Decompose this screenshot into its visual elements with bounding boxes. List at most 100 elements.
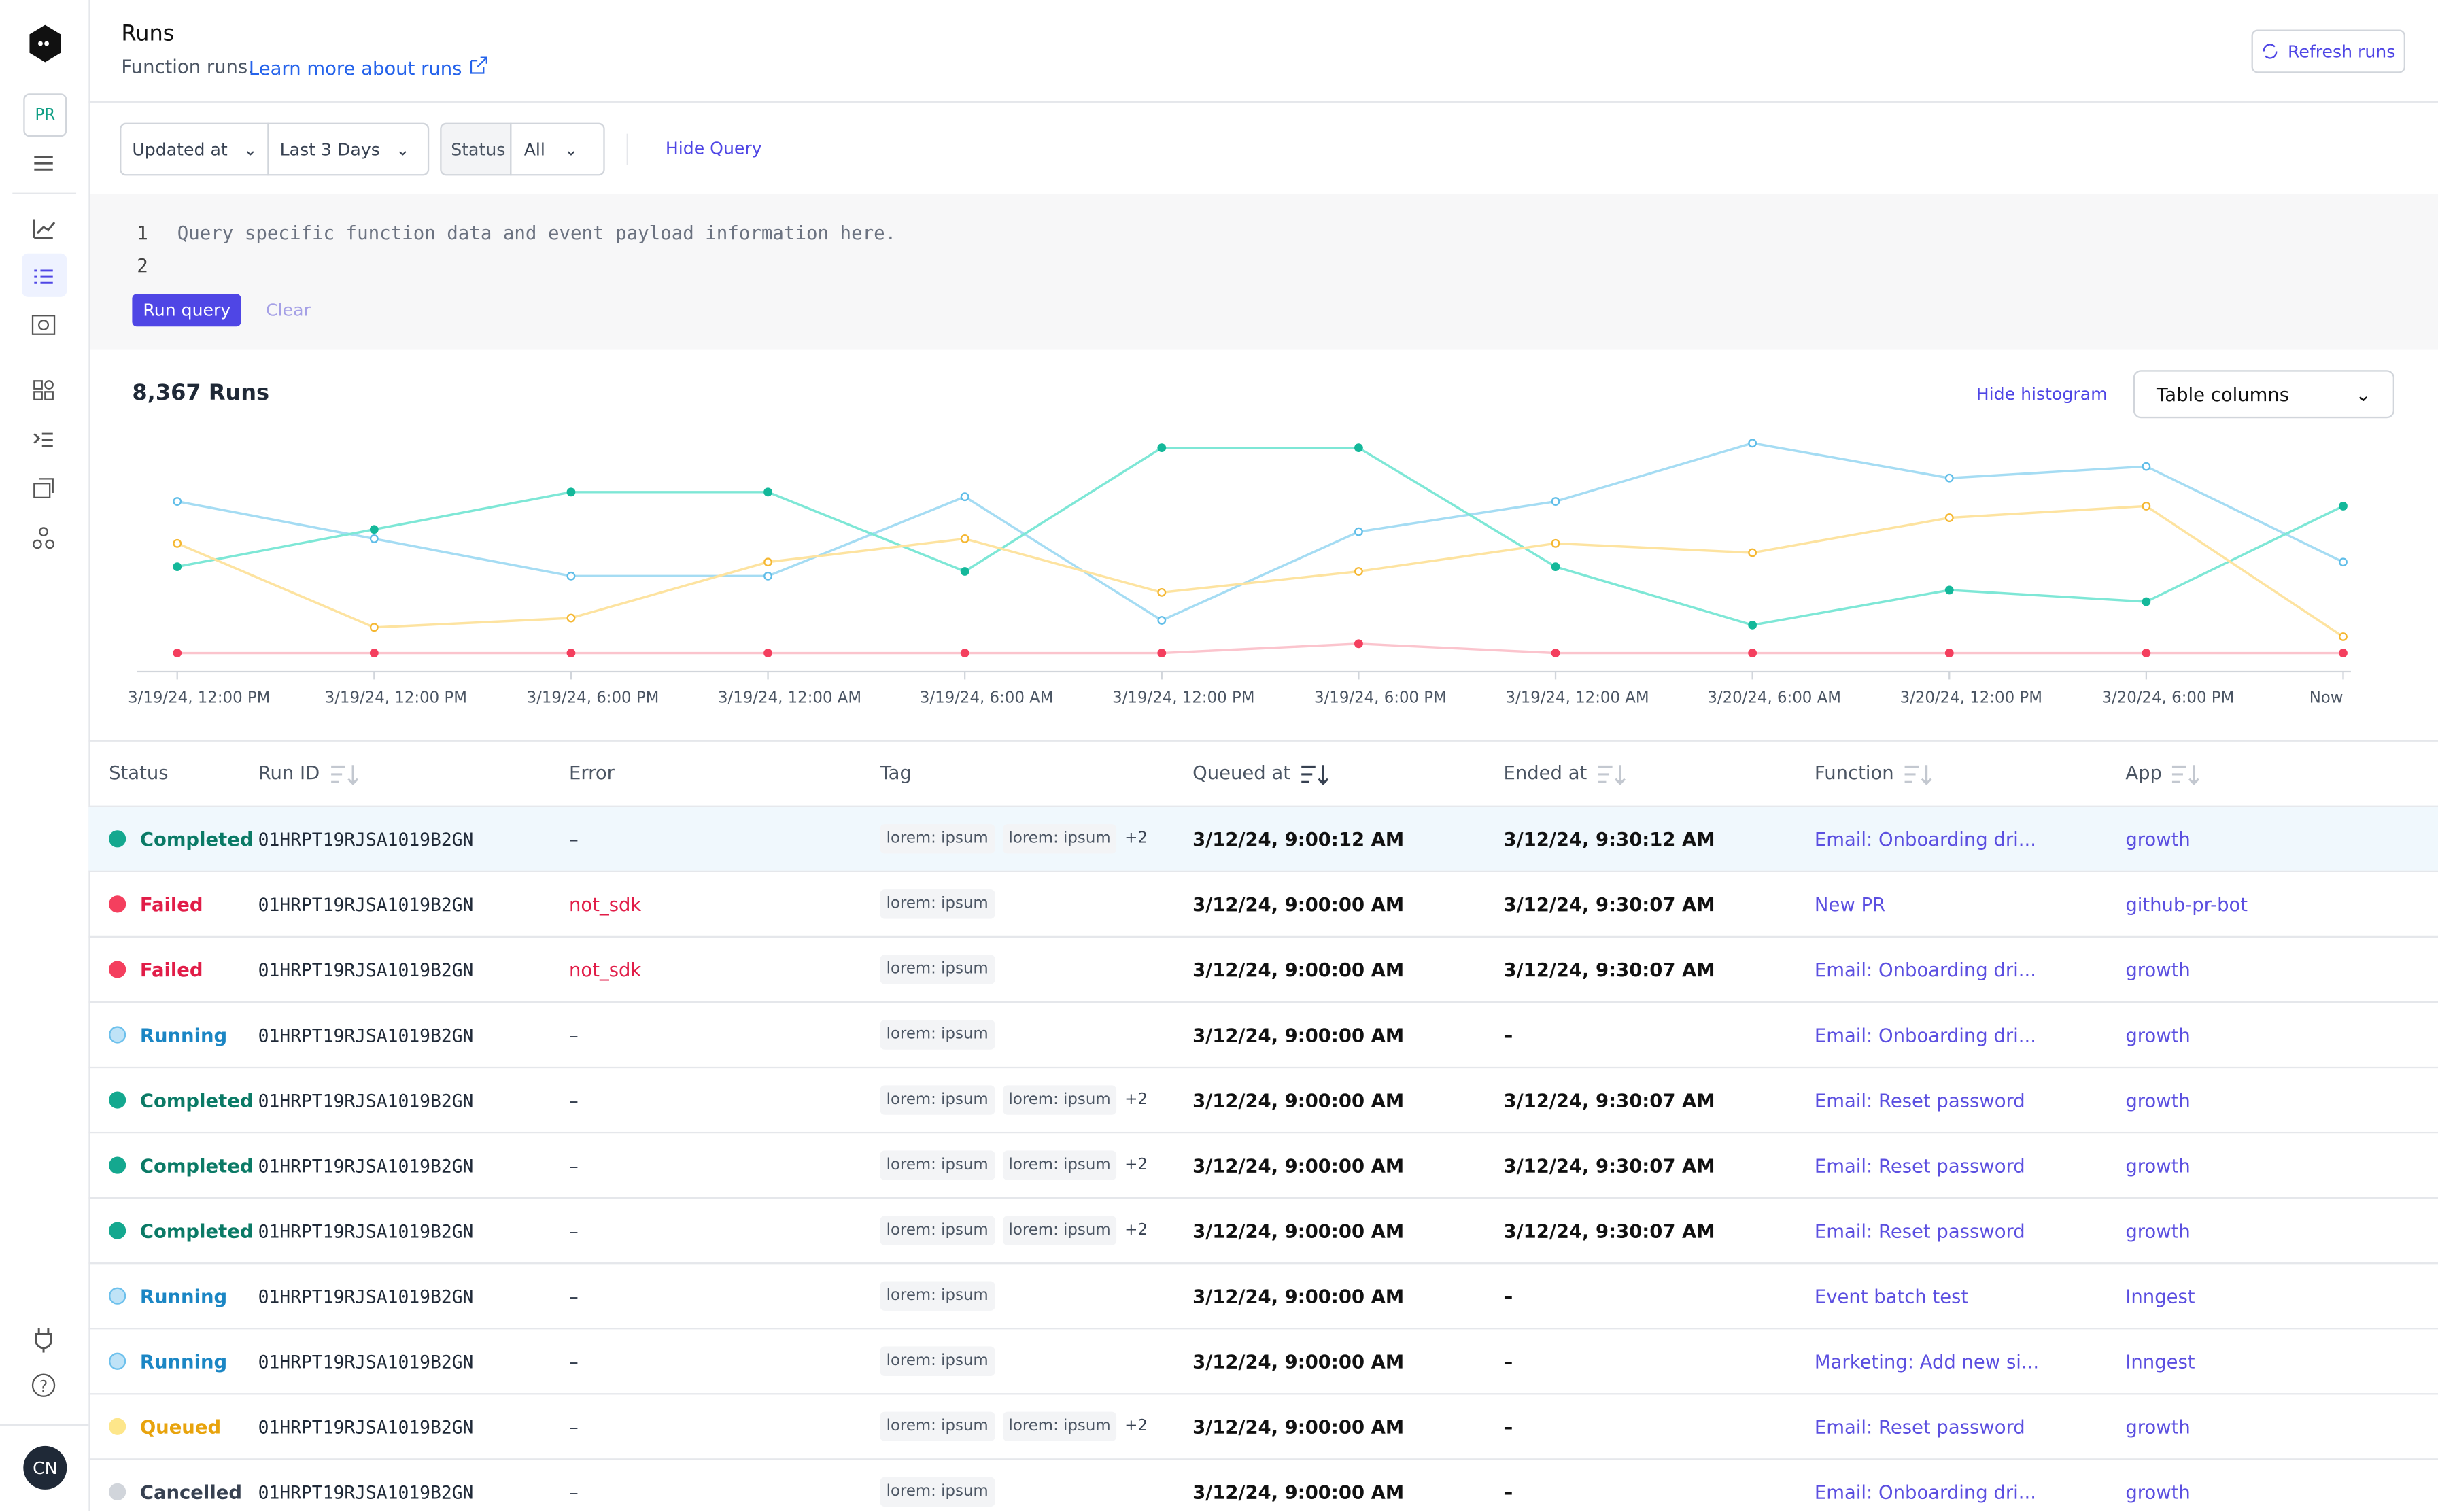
table-row[interactable]: Running01HRPT19RJSA1019B2GN–lorem: ipsum… (88, 1001, 2438, 1067)
status: Completed (109, 1068, 253, 1132)
app-link[interactable]: growth (2125, 1133, 2191, 1197)
status-dot (109, 830, 126, 847)
table-row[interactable]: Completed01HRPT19RJSA1019B2GN–lorem: ips… (88, 1132, 2438, 1197)
status-dot (109, 1418, 126, 1435)
x-tick-label: 3/19/24, 6:00 PM (1314, 689, 1447, 707)
status-text: Queued (140, 1415, 221, 1437)
data-point (1749, 621, 1756, 629)
ended-at: 3/12/24, 9:30:07 AM (1504, 1068, 1715, 1132)
function-link[interactable]: Email: Onboarding dri... (1815, 807, 2036, 871)
table-row[interactable]: Running01HRPT19RJSA1019B2GN–lorem: ipsum… (88, 1262, 2438, 1328)
app-link[interactable]: growth (2125, 1460, 2191, 1511)
function-link[interactable]: Email: Onboarding dri... (1815, 1003, 2036, 1067)
sort-icon[interactable] (2171, 763, 2203, 785)
app-link[interactable]: github-pr-bot (2125, 872, 2248, 936)
data-point (961, 568, 969, 575)
app-link[interactable]: growth (2125, 1199, 2191, 1262)
data-point (1552, 540, 1560, 547)
queued-at: 3/12/24, 9:00:00 AM (1192, 1264, 1404, 1328)
status-dot (109, 961, 126, 978)
status-dot (109, 1157, 126, 1174)
table-row[interactable]: Failed01HRPT19RJSA1019B2GNnot_sdklorem: … (88, 936, 2438, 1001)
function-link[interactable]: Email: Reset password (1815, 1068, 2025, 1132)
data-point (371, 624, 378, 632)
data-point (2339, 558, 2347, 566)
function-link[interactable]: Email: Reset password (1815, 1133, 2025, 1197)
data-point (1749, 649, 1756, 657)
tags: lorem: ipsum (880, 1003, 1002, 1067)
function-link[interactable]: Email: Onboarding dri... (1815, 938, 2036, 1001)
function-link[interactable]: Email: Reset password (1815, 1394, 2025, 1458)
data-point (1946, 475, 1953, 482)
status-text: Failed (140, 893, 203, 915)
tag: lorem: ipsum (1002, 1412, 1116, 1441)
tag-more: +2 (1124, 1091, 1148, 1108)
error: not_sdk (569, 872, 641, 936)
data-point (1355, 568, 1362, 575)
x-tick-label: 3/20/24, 12:00 PM (1900, 689, 2042, 707)
ended-at: – (1504, 1003, 1513, 1067)
error: – (569, 1329, 579, 1393)
function-link[interactable]: New PR (1815, 872, 1885, 936)
column-header: Run ID (258, 762, 360, 785)
data-point (1158, 444, 1166, 451)
table-row[interactable]: Cancelled01HRPT19RJSA1019B2GN–lorem: ips… (88, 1458, 2438, 1511)
app-link[interactable]: growth (2125, 1394, 2191, 1458)
data-point (1552, 649, 1560, 657)
error: – (569, 1264, 579, 1328)
data-point (371, 535, 378, 543)
column-header: App (2125, 762, 2202, 785)
data-point (764, 572, 772, 580)
tag: lorem: ipsum (880, 1281, 994, 1310)
status-text: Running (140, 1350, 227, 1372)
table-row[interactable]: Completed01HRPT19RJSA1019B2GN–lorem: ips… (88, 1197, 2438, 1262)
tag: lorem: ipsum (880, 955, 994, 984)
column-header: Ended at (1504, 762, 1628, 785)
data-point (764, 558, 772, 566)
queued-at: 3/12/24, 9:00:00 AM (1192, 938, 1404, 1001)
function-link[interactable]: Email: Onboarding dri... (1815, 1460, 2036, 1511)
tags: lorem: ipsum (880, 872, 1002, 936)
function-link[interactable]: Event batch test (1815, 1264, 1968, 1328)
table-row[interactable]: Queued01HRPT19RJSA1019B2GN–lorem: ipsuml… (88, 1393, 2438, 1458)
data-point (2143, 502, 2150, 510)
app-link[interactable]: growth (2125, 938, 2191, 1001)
sort-icon[interactable] (1300, 763, 1331, 785)
app-link[interactable]: growth (2125, 807, 2191, 871)
sort-icon[interactable] (329, 763, 360, 785)
app-link[interactable]: growth (2125, 1068, 2191, 1132)
ended-at: – (1504, 1329, 1513, 1393)
table-row[interactable]: Completed01HRPT19RJSA1019B2GN–lorem: ips… (88, 806, 2438, 871)
status: Completed (109, 1199, 253, 1262)
table-row[interactable]: Running01HRPT19RJSA1019B2GN–lorem: ipsum… (88, 1328, 2438, 1393)
tag: lorem: ipsum (880, 1216, 994, 1245)
tag-more: +2 (1124, 1222, 1148, 1239)
series-line (177, 644, 2343, 653)
help-icon[interactable]: ? (29, 1371, 57, 1399)
app-link[interactable]: growth (2125, 1003, 2191, 1067)
table-row[interactable]: Completed01HRPT19RJSA1019B2GN–lorem: ips… (88, 1067, 2438, 1132)
function-link[interactable]: Email: Reset password (1815, 1199, 2025, 1262)
data-point (1946, 514, 1953, 521)
app-link[interactable]: Inngest (2125, 1329, 2195, 1393)
sort-icon[interactable] (1903, 763, 1934, 785)
data-point (1355, 528, 1362, 536)
queued-at: 3/12/24, 9:00:00 AM (1192, 1329, 1404, 1393)
tag: lorem: ipsum (1002, 824, 1116, 853)
user-avatar[interactable]: CN (23, 1446, 67, 1490)
sort-icon[interactable] (1596, 763, 1628, 785)
integrations-icon[interactable] (29, 1325, 57, 1353)
app-link[interactable]: Inngest (2125, 1264, 2195, 1328)
data-point (1158, 617, 1166, 624)
tags: lorem: ipsumlorem: ipsum+2 (880, 807, 1148, 871)
run-id: 01HRPT19RJSA1019B2GN (258, 1394, 474, 1458)
tag: lorem: ipsum (1002, 1150, 1116, 1180)
data-point (2339, 649, 2347, 657)
tags: lorem: ipsum (880, 1264, 1002, 1328)
status-dot (109, 1091, 126, 1108)
error: not_sdk (569, 938, 641, 1001)
table-row[interactable]: Failed01HRPT19RJSA1019B2GNnot_sdklorem: … (88, 871, 2438, 936)
tag-more: +2 (1124, 1418, 1148, 1435)
function-link[interactable]: Marketing: Add new si... (1815, 1329, 2039, 1393)
